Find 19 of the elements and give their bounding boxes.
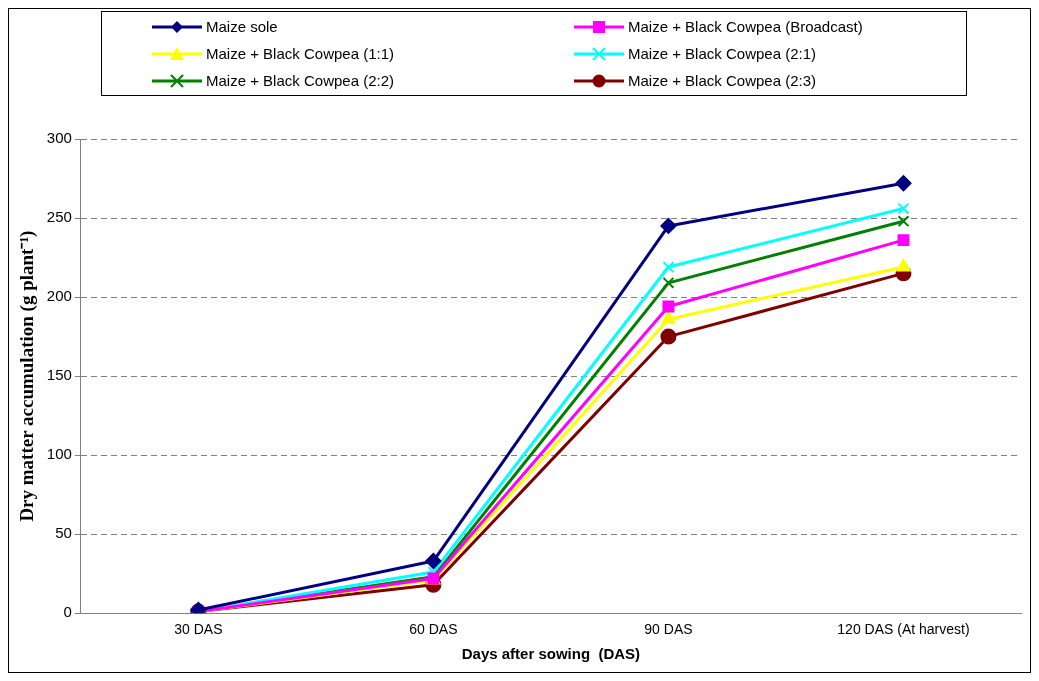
y-tick-label: 100 <box>46 445 72 463</box>
x-tick-label: 90 DAS <box>644 621 693 638</box>
legend-label: Maize + Black Cowpea (Broadcast) <box>628 18 863 35</box>
y-tick-label: 0 <box>63 603 72 621</box>
y-tick-label: 50 <box>55 524 72 542</box>
legend-label: Maize + Black Cowpea (1:1) <box>206 45 394 62</box>
legend-label: Maize + Black Cowpea (2:2) <box>206 72 394 89</box>
legend-label: Maize + Black Cowpea (2:3) <box>628 72 816 89</box>
x-tick-label: 120 DAS (At harvest) <box>837 621 970 638</box>
y-tick-label: 150 <box>46 366 72 384</box>
y-tick-label: 250 <box>46 208 72 226</box>
y-axis-title: Dry matter accumulation (g plant⁻¹) <box>16 230 39 522</box>
y-tick-label: 300 <box>46 129 72 147</box>
x-axis-title: Days after sowing (DAS) <box>461 645 641 663</box>
y-tick-label: 200 <box>46 287 72 305</box>
legend-label: Maize sole <box>206 18 278 35</box>
legend-label: Maize + Black Cowpea (2:1) <box>628 45 816 62</box>
x-tick-label: 30 DAS <box>174 621 223 638</box>
x-tick-label: 60 DAS <box>409 621 458 638</box>
